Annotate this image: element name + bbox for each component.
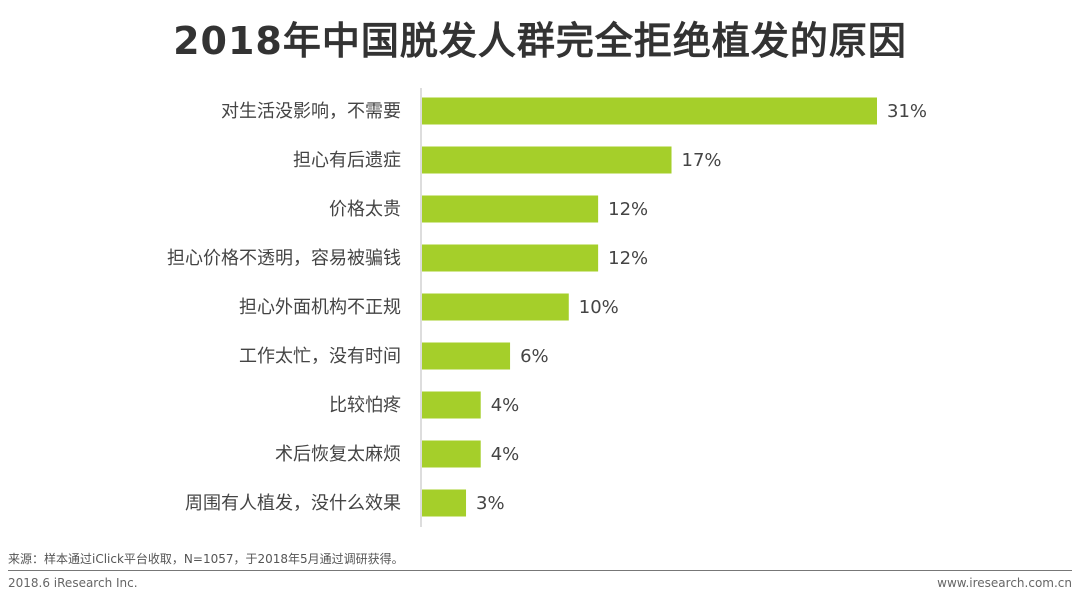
bar xyxy=(422,195,599,223)
value-label: 12% xyxy=(608,248,648,269)
footer-divider xyxy=(8,570,1072,571)
footer-website: www.iresearch.com.cn xyxy=(937,576,1072,590)
bar xyxy=(422,440,481,468)
footer-copyright: 2018.6 iResearch Inc. xyxy=(8,576,138,590)
value-label: 3% xyxy=(476,493,505,514)
category-label: 担心有后遗症 xyxy=(293,150,401,171)
value-label: 12% xyxy=(608,199,648,220)
bar xyxy=(422,342,511,370)
value-label: 6% xyxy=(520,346,549,367)
bar xyxy=(422,293,569,321)
bar xyxy=(422,489,467,517)
category-label: 对生活没影响，不需要 xyxy=(221,101,401,122)
value-label: 10% xyxy=(579,297,619,318)
bar xyxy=(422,244,599,272)
value-label: 31% xyxy=(887,101,927,122)
category-label: 术后恢复太麻烦 xyxy=(275,444,401,465)
value-label: 4% xyxy=(491,444,520,465)
source-note: 来源：样本通过iClick平台收取，N=1057，于2018年5月通过调研获得。 xyxy=(8,552,404,566)
value-label: 4% xyxy=(491,395,520,416)
bar-chart: 对生活没影响，不需要 31% 担心有后遗症 17% 价格太贵 12% 担心价格不透明，容易被… xyxy=(167,88,927,527)
chart-title: 2018年中国脱发人群完全拒绝植发的原因 xyxy=(173,19,907,63)
category-label: 比较怕疼 xyxy=(329,395,401,416)
bar xyxy=(422,146,672,174)
bar xyxy=(422,97,877,125)
value-label: 17% xyxy=(682,150,722,171)
category-label: 担心外面机构不正规 xyxy=(239,297,401,318)
category-label: 工作太忙，没有时间 xyxy=(239,346,401,367)
category-label: 担心价格不透明，容易被骗钱 xyxy=(167,248,401,269)
bar xyxy=(422,391,481,419)
category-label: 价格太贵 xyxy=(329,199,401,220)
category-label: 周围有人植发，没什么效果 xyxy=(185,493,401,514)
